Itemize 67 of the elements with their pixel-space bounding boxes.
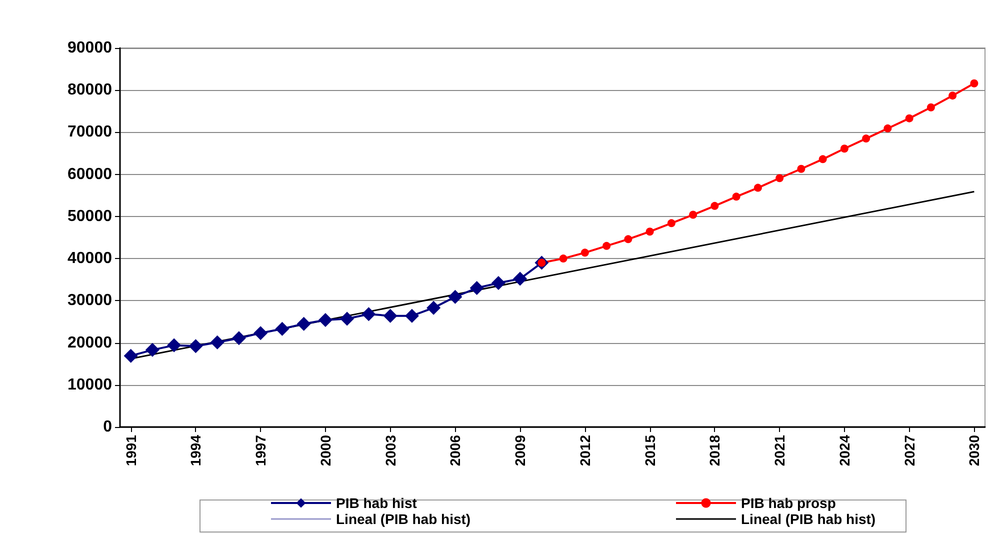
point: [689, 210, 698, 219]
legend-label: PIB hab hist: [336, 495, 418, 511]
x-tick-label: 2030: [966, 434, 982, 466]
x-tick-label: 1997: [252, 434, 269, 466]
point: [275, 322, 290, 336]
x-tick-label: 2015: [642, 434, 658, 466]
point: [710, 202, 719, 210]
point: [188, 339, 203, 354]
x-tick-label: 2012: [576, 434, 593, 466]
y-tick-label: 60000: [68, 166, 112, 183]
x-tick-label: 2000: [317, 434, 334, 466]
x-tick-label: 2024: [836, 434, 852, 466]
point: [732, 192, 740, 201]
legend-label: Lineal (PIB hab hist): [336, 511, 471, 527]
point: [776, 174, 784, 182]
legend-label: Lineal (PIB hab hist): [741, 511, 876, 527]
point: [818, 155, 827, 164]
point: [646, 228, 654, 236]
point: [797, 164, 806, 173]
x-tick-label: 2009: [512, 434, 528, 466]
x-tick-label: 2027: [901, 434, 918, 466]
point: [602, 242, 611, 250]
y-tick-label: 0: [103, 418, 112, 436]
point: [580, 248, 589, 257]
legend-label: PIB hab prosp: [741, 495, 836, 511]
point: [970, 79, 978, 88]
point: [145, 342, 160, 357]
point: [448, 290, 462, 304]
point: [884, 124, 892, 132]
point: [124, 348, 138, 363]
y-tick-label: 30000: [68, 292, 112, 310]
y-tick-label: 20000: [68, 334, 112, 352]
point: [754, 184, 762, 192]
point: [905, 114, 914, 122]
point: [232, 331, 246, 346]
point: [491, 276, 506, 290]
point: [404, 308, 419, 323]
point: [254, 326, 268, 340]
point: [840, 144, 848, 153]
point: [167, 338, 182, 352]
y-tick-label: 90000: [68, 40, 112, 56]
point: [862, 134, 870, 143]
point: [667, 219, 676, 228]
x-tick-label: 2018: [706, 434, 723, 466]
x-tick-label: 2003: [382, 434, 398, 466]
point: [318, 313, 332, 328]
point: [948, 92, 957, 100]
point: [624, 235, 632, 244]
x-tick-label: 2021: [772, 434, 788, 466]
y-tick-label: 40000: [68, 250, 112, 268]
x-tick-label: 1994: [188, 434, 204, 466]
point: [383, 308, 398, 323]
x-tick-label: 2006: [447, 434, 464, 466]
point: [296, 316, 311, 331]
x-tick-label: 1991: [122, 434, 139, 466]
point: [470, 281, 484, 296]
point: [559, 254, 568, 263]
point: [426, 300, 441, 315]
point: [210, 335, 224, 350]
point: [513, 272, 528, 286]
point: [340, 312, 354, 326]
point: [926, 103, 935, 112]
y-tick-label: 70000: [68, 124, 112, 141]
y-tick-label: 50000: [68, 208, 112, 225]
y-tick-label: 80000: [68, 82, 112, 99]
point: [362, 307, 376, 322]
y-tick-label: 10000: [68, 376, 112, 394]
